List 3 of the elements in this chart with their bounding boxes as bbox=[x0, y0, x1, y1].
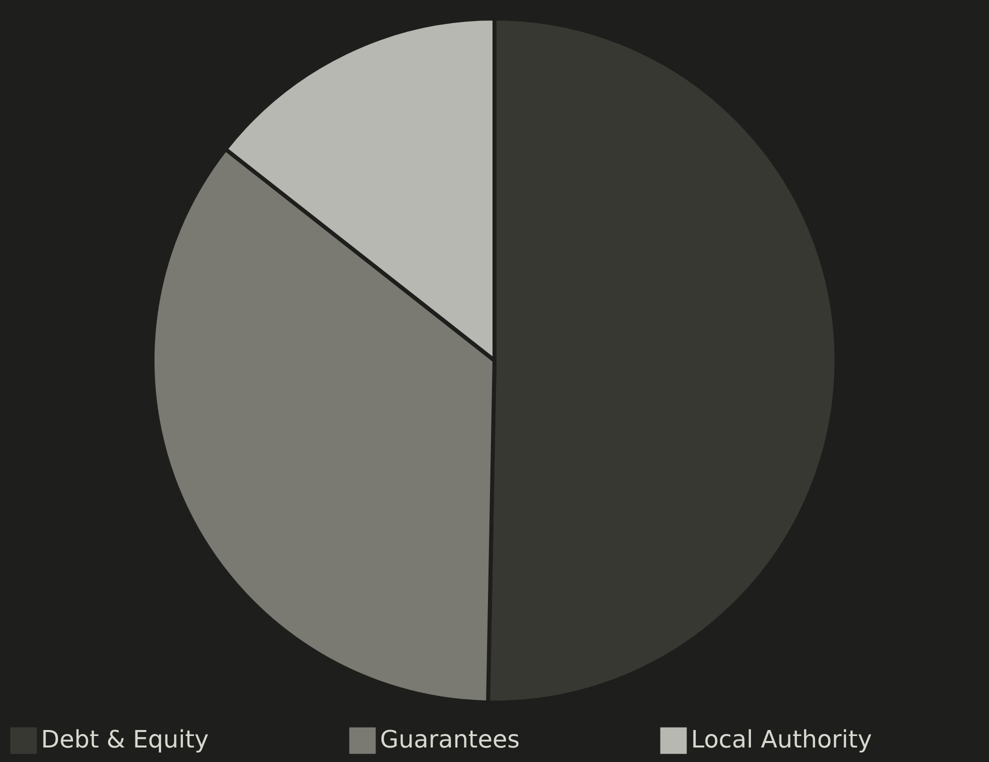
legend-label: Guarantees bbox=[380, 726, 520, 754]
legend-label: Local Authority bbox=[691, 726, 872, 754]
legend-label: Debt & Equity bbox=[41, 726, 209, 754]
